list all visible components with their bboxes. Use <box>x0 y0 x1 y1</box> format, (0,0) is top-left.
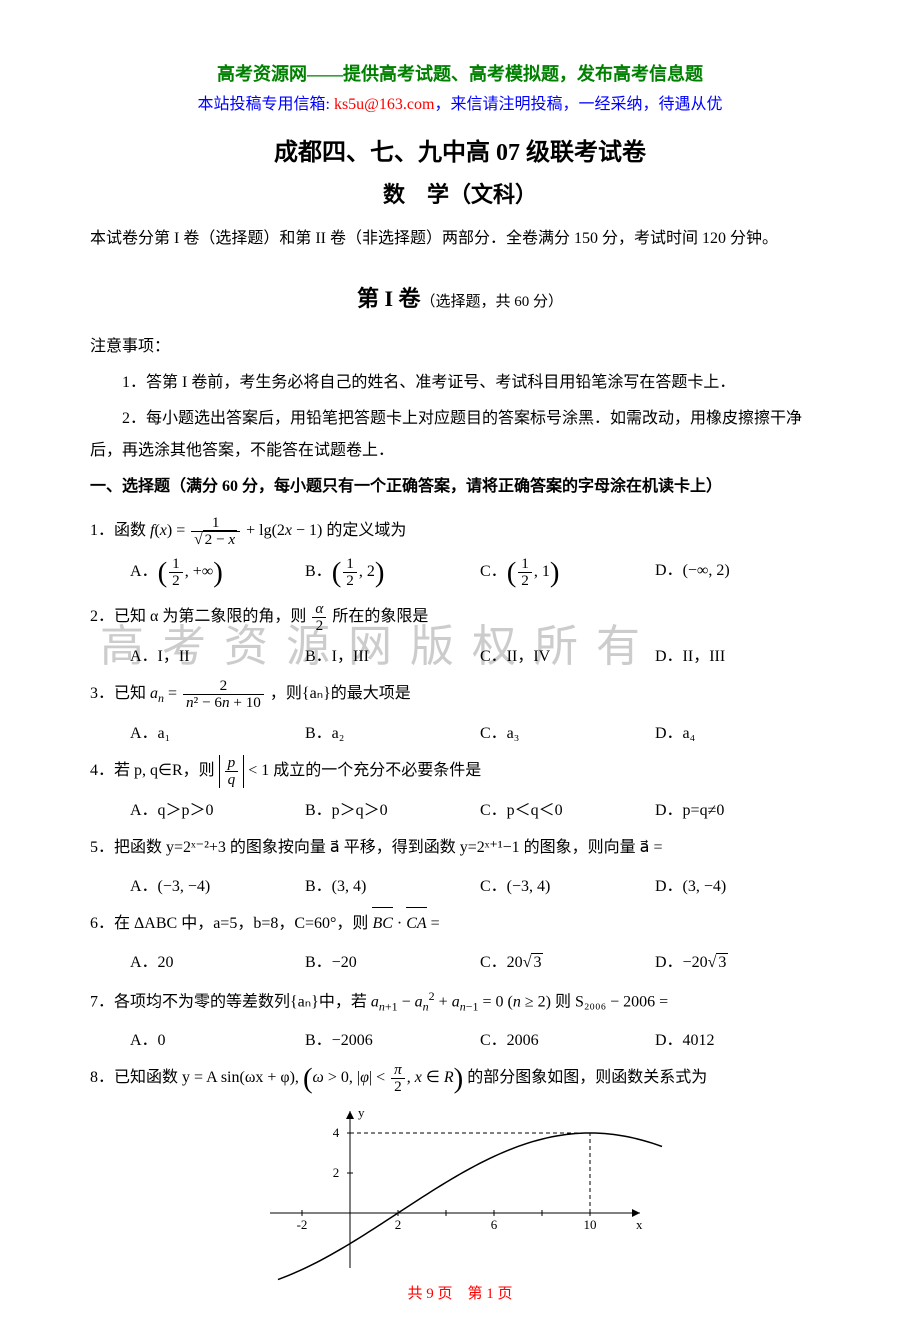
q4-stem-pre: 4．若 p, q∈R，则 <box>90 762 219 779</box>
header-contact: 本站投稿专用信箱: ks5u@163.com，来信请注明投稿，一经采纳，待遇从优 <box>90 90 830 114</box>
question-6: 6．在 ΔABC 中，a=5，b=8，C=60°，则 BC · CA = <box>90 908 830 940</box>
q2-opt-d: D．II，III <box>655 642 830 666</box>
header-email: ks5u@163.com <box>334 96 435 113</box>
svg-text:10: 10 <box>584 1217 597 1232</box>
q8-stem-post: 的部分图象如图，则函数关系式为 <box>467 1069 707 1086</box>
sine-graph-svg: y x 2 4 -2 2 6 10 <box>260 1103 660 1273</box>
q3-options: A．a₁ B．a₂ C．a₃ D．a₄ <box>90 719 830 743</box>
header-contact-pre: 本站投稿专用信箱: <box>198 96 334 113</box>
part1-heading: 第 I 卷（选择题，共 60 分） <box>90 281 830 313</box>
part1-label: 第 I 卷 <box>357 286 421 311</box>
q3-stem-post: ，则{aₙ}的最大项是 <box>270 685 411 702</box>
q6-stem-pre: 6．在 ΔABC 中，a=5，b=8，C=60°，则 <box>90 915 372 932</box>
q2-stem-pre: 2．已知 α 为第二象限的角，则 <box>90 608 310 625</box>
q3-opt-b: B．a₂ <box>305 719 480 743</box>
q1-opt-d: D．(−∞, 2) <box>655 556 830 589</box>
q1-opt-a: A．(12, +∞) <box>130 556 305 589</box>
q5-opt-c: C．(−3, 4) <box>480 872 655 896</box>
exam-subject: 数 学（文科） <box>90 177 830 209</box>
q3-opt-c: C．a₃ <box>480 719 655 743</box>
svg-text:2: 2 <box>333 1165 340 1180</box>
notice-1: 1．答第 I 卷前，考生务必将自己的姓名、准考证号、考试科目用铅笔涂写在答题卡上… <box>90 367 830 399</box>
page-footer: 共 9 页 第 1 页 <box>90 1282 830 1303</box>
svg-text:2: 2 <box>395 1217 402 1232</box>
q7-options: A．0 B．−2006 C．2006 D．4012 <box>90 1026 830 1050</box>
svg-text:-2: -2 <box>297 1217 308 1232</box>
notice-title: 注意事项： <box>90 331 830 363</box>
q5-opt-d: D．(3, −4) <box>655 872 830 896</box>
svg-text:y: y <box>358 1105 365 1120</box>
svg-text:6: 6 <box>491 1217 498 1232</box>
question-8: 8．已知函数 y = A sin(ωx + φ), (ω > 0, |φ| < … <box>90 1062 830 1095</box>
question-2: 2．已知 α 为第二象限的角，则 α2 所在的象限是 <box>90 601 830 634</box>
q4-opt-d: D．p=q≠0 <box>655 796 830 820</box>
q7-opt-d: D．4012 <box>655 1026 830 1050</box>
svg-text:4: 4 <box>333 1125 340 1140</box>
q5-opt-b: B．(3, 4) <box>305 872 480 896</box>
q5-opt-a: A．(−3, −4) <box>130 872 305 896</box>
q2-options: A．I，II B．I，III C．II，IV D．II，III <box>90 642 830 666</box>
q4-options: A．q＞p＞0 B．p＞q＞0 C．p＜q＜0 D．p=q≠0 <box>90 796 830 820</box>
q1-stem-pre: 1．函数 <box>90 522 150 539</box>
q6-opt-a: A．20 <box>130 948 305 972</box>
q8-graph: y x 2 4 -2 2 6 10 <box>90 1103 830 1278</box>
q1-stem-post: 的定义域为 <box>326 522 406 539</box>
q6-opt-d: D．−203 <box>655 948 830 972</box>
q3-stem-pre: 3．已知 <box>90 685 150 702</box>
q7-opt-a: A．0 <box>130 1026 305 1050</box>
exam-intro: 本试卷分第 I 卷（选择题）和第 II 卷（非选择题）两部分．全卷满分 150 … <box>90 223 830 255</box>
section1-title: 一、选择题（满分 60 分，每小题只有一个正确答案，请将正确答案的字母涂在机读卡… <box>90 471 830 503</box>
q1-opt-b: B．(12, 2) <box>305 556 480 589</box>
q2-opt-a: A．I，II <box>130 642 305 666</box>
q4-opt-c: C．p＜q＜0 <box>480 796 655 820</box>
question-1: 1．函数 f(x) = 12 − x + lg(2x − 1) 的定义域为 <box>90 515 830 548</box>
q5-options: A．(−3, −4) B．(3, 4) C．(−3, 4) D．(3, −4) <box>90 872 830 896</box>
exam-title: 成都四、七、九中高 07 级联考试卷 <box>90 132 830 167</box>
q1-opt-c: C．(12, 1) <box>480 556 655 589</box>
q7-stem-post: 则 S₂₀₀₆ − 2006 = <box>555 993 668 1010</box>
header-site-title: 高考资源网——提供高考试题、高考模拟题，发布高考信息题 <box>90 60 830 86</box>
svg-text:x: x <box>636 1217 643 1232</box>
q6-options: A．20 B．−20 C．203 D．−203 <box>90 948 830 972</box>
q6-opt-b: B．−20 <box>305 948 480 972</box>
q8-stem-pre: 8．已知函数 y = A sin(ωx + φ), <box>90 1069 303 1086</box>
q1-options: A．(12, +∞) B．(12, 2) C．(12, 1) D．(−∞, 2) <box>90 556 830 589</box>
question-7: 7．各项均不为零的等差数列{aₙ}中，若 an+1 − an2 + an−1 =… <box>90 984 830 1019</box>
question-4: 4．若 p, q∈R，则 pq < 1 成立的一个充分不必要条件是 <box>90 755 830 788</box>
question-3: 3．已知 an = 2n² − 6n + 10 ，则{aₙ}的最大项是 <box>90 678 830 711</box>
q4-opt-b: B．p＞q＞0 <box>305 796 480 820</box>
q4-opt-a: A．q＞p＞0 <box>130 796 305 820</box>
question-5: 5．把函数 y=2ˣ⁻²+3 的图象按向量 a⃗ 平移，得到函数 y=2ˣ⁺¹−… <box>90 832 830 864</box>
q3-opt-d: D．a₄ <box>655 719 830 743</box>
q7-stem-pre: 7．各项均不为零的等差数列{aₙ}中，若 <box>90 993 371 1010</box>
q4-stem-post: < 1 成立的一个充分不必要条件是 <box>248 762 481 779</box>
notice-2: 2．每小题选出答案后，用铅笔把答题卡上对应题目的答案标号涂黑．如需改动，用橡皮擦… <box>90 403 830 467</box>
part1-sub: （选择题，共 60 分） <box>421 294 564 310</box>
q7-opt-b: B．−2006 <box>305 1026 480 1050</box>
q3-opt-a: A．a₁ <box>130 719 305 743</box>
q2-opt-b: B．I，III <box>305 642 480 666</box>
q2-opt-c: C．II，IV <box>480 642 655 666</box>
header-contact-post: ，来信请注明投稿，一经采纳，待遇从优 <box>434 96 722 113</box>
q6-opt-c: C．203 <box>480 948 655 972</box>
q2-stem-post: 所在的象限是 <box>332 608 428 625</box>
q7-opt-c: C．2006 <box>480 1026 655 1050</box>
q6-stem-post: = <box>431 915 440 932</box>
